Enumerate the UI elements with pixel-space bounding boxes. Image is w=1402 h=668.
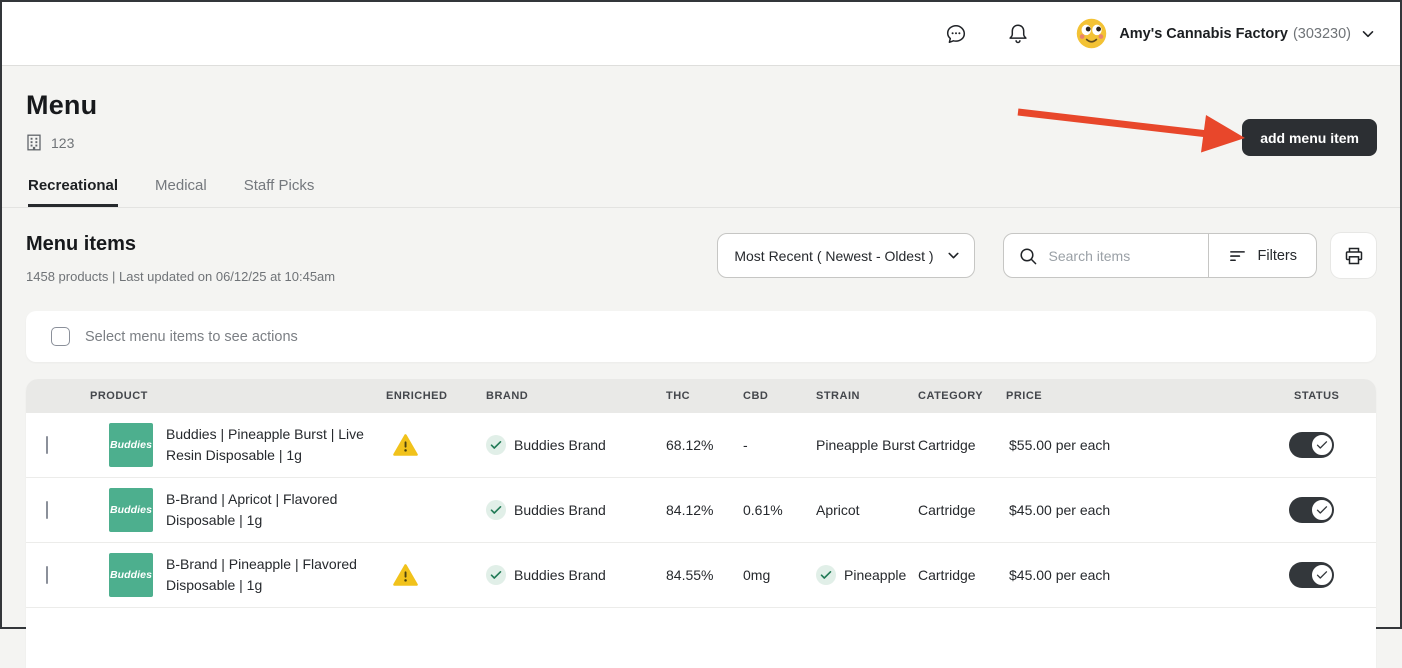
- toggle-check-icon: [1311, 564, 1333, 586]
- table-row: Buddies B-Brand | Apricot | Flavored Dis…: [26, 478, 1376, 543]
- status-toggle[interactable]: [1289, 432, 1334, 458]
- col-enriched: ENRICHED: [386, 390, 486, 402]
- tab-medical[interactable]: Medical: [155, 177, 207, 207]
- price-value: $55.00 per each: [1006, 437, 1266, 453]
- toggle-check-icon: [1311, 499, 1333, 521]
- add-menu-item-button[interactable]: add menu item: [1242, 119, 1377, 156]
- search-box[interactable]: [1004, 246, 1208, 266]
- topbar: Amy's Cannabis Factory (303230): [2, 2, 1400, 66]
- brand-verified-icon: [486, 565, 506, 585]
- menu-items-heading: Menu items 1458 products | Last updated …: [26, 233, 335, 284]
- sort-dropdown[interactable]: Most Recent ( Newest - Oldest ): [717, 233, 974, 278]
- avatar: [1076, 18, 1107, 49]
- col-strain: STRAIN: [816, 390, 918, 402]
- col-product: PRODUCT: [90, 390, 386, 402]
- search-icon: [1018, 246, 1038, 266]
- product-name[interactable]: B-Brand | Apricot | Flavored Disposable …: [166, 489, 382, 531]
- warning-icon[interactable]: [393, 434, 486, 456]
- store-count: 123: [51, 135, 74, 151]
- brand-logo: Buddies: [109, 488, 153, 532]
- price-value: $45.00 per each: [1006, 567, 1266, 583]
- account-menu[interactable]: Amy's Cannabis Factory (303230): [1076, 18, 1376, 49]
- account-id: (303230): [1293, 26, 1351, 42]
- category-value: Cartridge: [918, 502, 1006, 518]
- row-checkbox[interactable]: [46, 501, 48, 519]
- select-hint: Select menu items to see actions: [85, 329, 298, 345]
- building-icon: [26, 134, 42, 151]
- print-button[interactable]: [1331, 233, 1376, 278]
- cbd-value: 0mg: [743, 567, 816, 583]
- tab-staff-picks[interactable]: Staff Picks: [244, 177, 315, 207]
- strain-name: Pineapple: [844, 567, 906, 583]
- thc-value: 68.12%: [666, 437, 743, 453]
- col-status: STATUS: [1266, 390, 1376, 402]
- strain-name: Pineapple Burst: [816, 437, 915, 453]
- table-row: Buddies B-Brand | Pineapple | Flavored D…: [26, 543, 1376, 608]
- thc-value: 84.12%: [666, 502, 743, 518]
- tab-recreational[interactable]: Recreational: [28, 177, 118, 207]
- col-brand: BRAND: [486, 390, 666, 402]
- brand-verified-icon: [486, 435, 506, 455]
- cbd-value: 0.61%: [743, 502, 816, 518]
- main-content: Menu items 1458 products | Last updated …: [2, 233, 1400, 668]
- table-body: Buddies Buddies | Pineapple Burst | Live…: [26, 413, 1376, 608]
- filters-button[interactable]: Filters: [1209, 234, 1316, 277]
- brand-logo: Buddies: [109, 553, 153, 597]
- col-price: PRICE: [1006, 390, 1266, 402]
- page-title: Menu: [26, 66, 1376, 121]
- table-row: Buddies Buddies | Pineapple Burst | Live…: [26, 413, 1376, 478]
- list-controls: Most Recent ( Newest - Oldest ): [717, 233, 1376, 278]
- brand-verified-icon: [486, 500, 506, 520]
- col-thc: THC: [666, 390, 743, 402]
- category-value: Cartridge: [918, 437, 1006, 453]
- col-category: CATEGORY: [918, 390, 1006, 402]
- strain-verified-icon: [816, 565, 836, 585]
- sort-label: Most Recent ( Newest - Oldest ): [734, 248, 933, 264]
- chevron-down-icon: [1360, 26, 1376, 42]
- thc-value: 84.55%: [666, 567, 743, 583]
- warning-icon[interactable]: [393, 564, 486, 586]
- chevron-down-icon: [946, 248, 961, 263]
- category-value: Cartridge: [918, 567, 1006, 583]
- brand-name: Buddies Brand: [514, 437, 606, 453]
- status-toggle[interactable]: [1289, 562, 1334, 588]
- price-value: $45.00 per each: [1006, 502, 1266, 518]
- menu-tabs: Recreational Medical Staff Picks: [2, 177, 1400, 208]
- strain-name: Apricot: [816, 502, 860, 518]
- bell-icon: [1006, 22, 1030, 46]
- search-filter-group: Filters: [1003, 233, 1317, 278]
- brand-name: Buddies Brand: [514, 567, 606, 583]
- menu-items-table: PRODUCT ENRICHED BRAND THC CBD STRAIN CA…: [26, 379, 1376, 668]
- account-name: Amy's Cannabis Factory: [1119, 26, 1288, 42]
- toggle-check-icon: [1311, 434, 1333, 456]
- filters-label: Filters: [1258, 248, 1297, 264]
- chat-button[interactable]: [944, 22, 968, 46]
- cbd-value: -: [743, 437, 816, 453]
- chat-icon: [944, 22, 968, 46]
- section-title: Menu items: [26, 233, 335, 256]
- table-header: PRODUCT ENRICHED BRAND THC CBD STRAIN CA…: [26, 379, 1376, 413]
- row-checkbox[interactable]: [46, 436, 48, 454]
- product-name[interactable]: B-Brand | Pineapple | Flavored Disposabl…: [166, 554, 382, 596]
- select-all-checkbox[interactable]: [51, 327, 70, 346]
- store-row: 123: [26, 134, 1376, 151]
- product-name[interactable]: Buddies | Pineapple Burst | Live Resin D…: [166, 424, 382, 466]
- filter-icon: [1228, 246, 1247, 265]
- notifications-button[interactable]: [1006, 22, 1030, 46]
- bulk-select-bar: Select menu items to see actions: [26, 311, 1376, 362]
- brand-name: Buddies Brand: [514, 502, 606, 518]
- printer-icon: [1343, 245, 1365, 267]
- page-header: Menu 123 add menu item: [2, 66, 1400, 151]
- row-checkbox[interactable]: [46, 566, 48, 584]
- col-cbd: CBD: [743, 390, 816, 402]
- status-toggle[interactable]: [1289, 497, 1334, 523]
- products-summary: 1458 products | Last updated on 06/12/25…: [26, 269, 335, 284]
- brand-logo: Buddies: [109, 423, 153, 467]
- search-input[interactable]: [1049, 248, 1199, 264]
